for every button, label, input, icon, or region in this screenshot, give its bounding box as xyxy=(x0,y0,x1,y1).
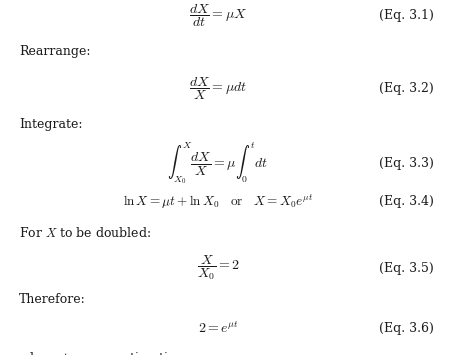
Text: (Eq. 3.6): (Eq. 3.6) xyxy=(379,322,434,335)
Text: For $X$ to be doubled:: For $X$ to be doubled: xyxy=(19,225,151,240)
Text: $\ln X = \mu t + \ln X_0 \quad \mathrm{or} \quad X = X_0 e^{\mu t}$: $\ln X = \mu t + \ln X_0 \quad \mathrm{o… xyxy=(123,192,313,211)
Text: (Eq. 3.1): (Eq. 3.1) xyxy=(379,10,434,22)
Text: $\dfrac{dX}{X} = \mu dt$: $\dfrac{dX}{X} = \mu dt$ xyxy=(189,76,247,102)
Text: where $t$ = generation time.: where $t$ = generation time. xyxy=(19,350,191,355)
Text: Therefore:: Therefore: xyxy=(19,294,86,306)
Text: (Eq. 3.2): (Eq. 3.2) xyxy=(379,82,434,95)
Text: (Eq. 3.3): (Eq. 3.3) xyxy=(379,157,434,170)
Text: $\dfrac{dX}{dt} = \mu X$: $\dfrac{dX}{dt} = \mu X$ xyxy=(189,3,247,29)
Text: (Eq. 3.5): (Eq. 3.5) xyxy=(379,262,434,274)
Text: $\dfrac{X}{X_0} = 2$: $\dfrac{X}{X_0} = 2$ xyxy=(197,254,239,282)
Text: (Eq. 3.4): (Eq. 3.4) xyxy=(379,195,434,208)
Text: Integrate:: Integrate: xyxy=(19,118,82,131)
Text: Rearrange:: Rearrange: xyxy=(19,45,91,58)
Text: $2 = e^{\mu t}$: $2 = e^{\mu t}$ xyxy=(198,321,238,336)
Text: $\int_{X_0}^{X} \dfrac{dX}{X} = \mu \int_{0}^{t} dt$: $\int_{X_0}^{X} \dfrac{dX}{X} = \mu \int… xyxy=(167,140,269,186)
